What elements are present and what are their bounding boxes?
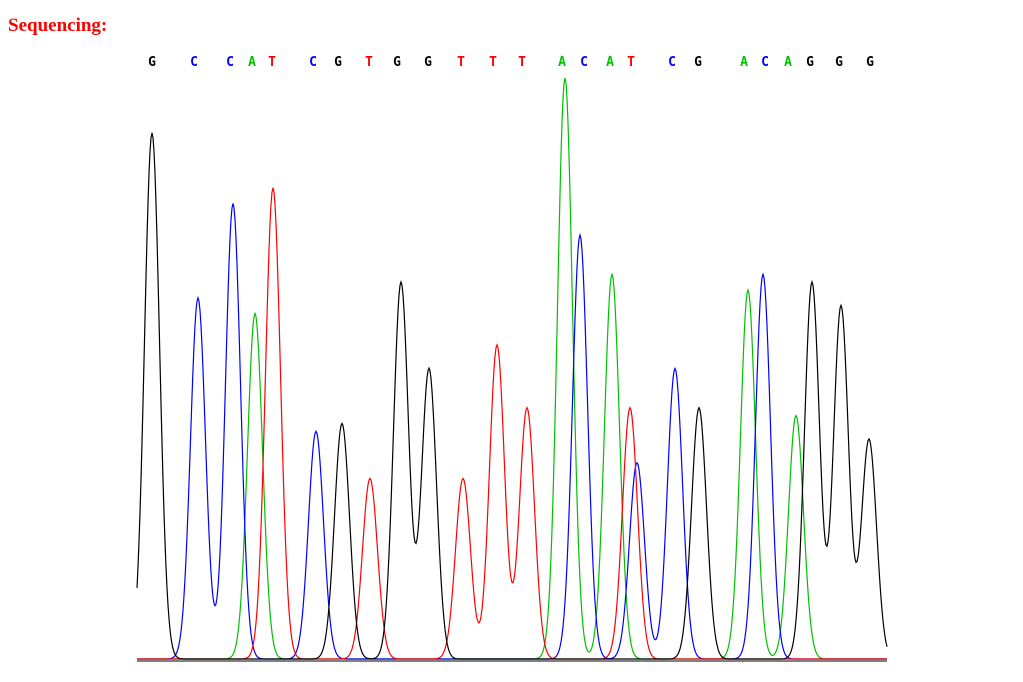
page-title: Sequencing:	[8, 15, 108, 36]
peak-point	[526, 407, 528, 409]
peak-point	[579, 234, 581, 236]
peak-point	[629, 407, 631, 409]
trace-group	[136, 77, 888, 660]
trace-G	[136, 132, 888, 660]
peak-point	[762, 273, 764, 275]
base-call: T	[268, 55, 276, 70]
peak-point	[400, 281, 402, 283]
peak-point	[795, 415, 797, 417]
peak-point	[674, 368, 676, 370]
base-call: A	[740, 55, 748, 70]
base-call: T	[457, 55, 465, 70]
base-call: C	[190, 55, 198, 70]
base-call: G	[148, 55, 156, 70]
peak-point	[254, 313, 256, 315]
base-call: T	[489, 55, 497, 70]
peak-point	[636, 462, 638, 464]
peak-point	[811, 281, 813, 283]
peak-point	[232, 203, 234, 205]
base-call: G	[424, 55, 432, 70]
base-call: C	[668, 55, 676, 70]
peak-point	[197, 297, 199, 299]
base-call: G	[866, 55, 874, 70]
peak-point	[868, 438, 870, 440]
peak-point	[496, 344, 498, 346]
peak-point	[462, 477, 464, 480]
base-call: C	[580, 55, 588, 70]
base-call: A	[784, 55, 792, 70]
base-call: T	[627, 55, 635, 70]
peak-point	[369, 477, 371, 480]
peak-point	[151, 132, 153, 134]
peak-point	[315, 430, 317, 432]
base-call: C	[226, 55, 234, 70]
peak-point	[747, 289, 749, 291]
trace-C	[137, 203, 887, 660]
base-call: A	[558, 55, 566, 70]
peak-point	[341, 422, 343, 425]
peak-point	[611, 273, 613, 275]
base-call: T	[365, 55, 373, 70]
peak-point	[698, 407, 700, 409]
peak-point	[272, 187, 274, 189]
peak-point	[840, 305, 842, 307]
base-call: G	[694, 55, 702, 70]
base-call: A	[606, 55, 614, 70]
trace-A	[137, 77, 887, 660]
base-call: C	[761, 55, 769, 70]
peak-point	[428, 368, 430, 370]
base-call: G	[334, 55, 342, 70]
peak-point	[564, 77, 566, 79]
base-call: C	[309, 55, 317, 70]
trace-T	[137, 187, 887, 660]
base-call: T	[518, 55, 526, 70]
base-call: G	[806, 55, 814, 70]
base-call: G	[835, 55, 843, 70]
base-call: A	[248, 55, 256, 70]
base-call: G	[393, 55, 401, 70]
